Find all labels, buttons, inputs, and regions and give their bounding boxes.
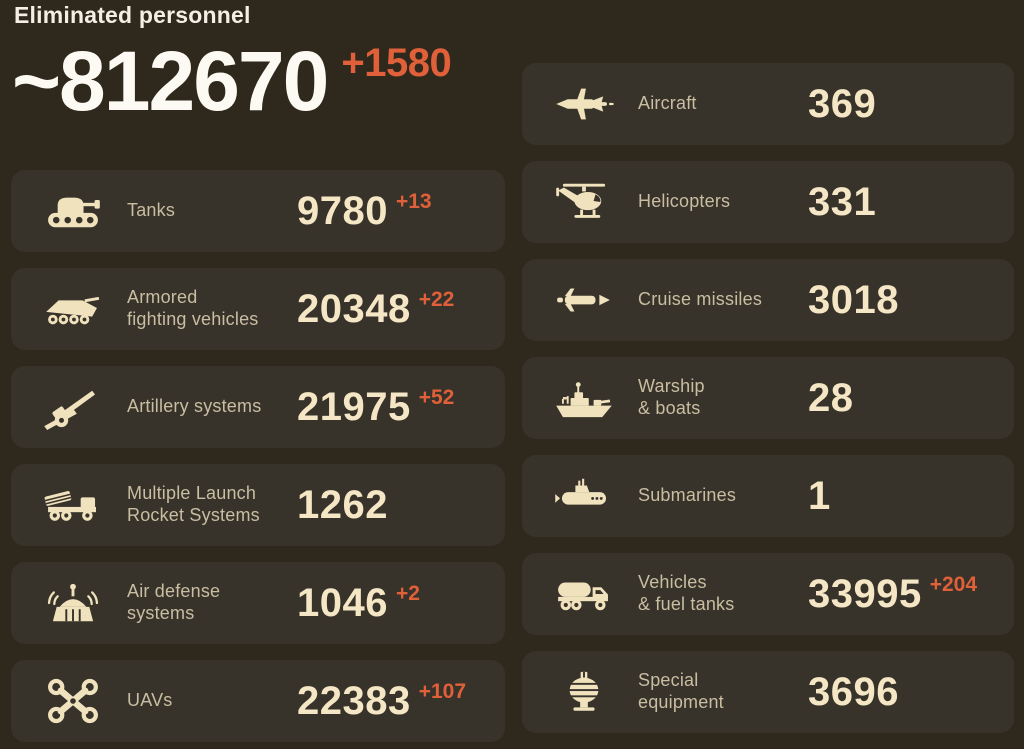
stat-value: 9780 bbox=[297, 189, 388, 233]
stat-value-row: 1262 bbox=[297, 485, 396, 525]
stat-delta: +22 bbox=[418, 288, 455, 311]
stat-delta: +204 bbox=[929, 573, 978, 596]
stat-value-row: 369 bbox=[808, 84, 884, 124]
total-delta: +1580 bbox=[341, 41, 452, 85]
stat-value: 20348 bbox=[297, 287, 411, 331]
stat-label: Warship & boats bbox=[638, 376, 705, 418]
stat-card-artillery: Artillery systems 21975 +52 bbox=[11, 366, 505, 448]
stat-card-armored-vehicles: Armored fighting vehicles 20348 +22 bbox=[11, 268, 505, 350]
stat-value: 3696 bbox=[808, 670, 899, 714]
stat-value-row: 3018 bbox=[808, 280, 907, 320]
stat-card-submarines: Submarines 1 bbox=[522, 455, 1014, 537]
artillery-icon bbox=[37, 384, 109, 430]
stat-label: UAVs bbox=[127, 690, 173, 711]
stat-label: Helicopters bbox=[638, 191, 731, 212]
stat-card-uavs: UAVs 22383 +107 bbox=[11, 660, 505, 742]
stat-label: Air defense systems bbox=[127, 581, 221, 623]
stat-value: 28 bbox=[808, 376, 854, 420]
aircraft-icon bbox=[548, 81, 620, 127]
stat-label: Aircraft bbox=[638, 93, 697, 114]
stat-card-warships: Warship & boats 28 bbox=[522, 357, 1014, 439]
stat-delta: +107 bbox=[418, 680, 467, 703]
stat-value: 1 bbox=[808, 474, 831, 518]
total-value: ~812670 bbox=[12, 34, 329, 128]
stat-value-row: 22383 +107 bbox=[297, 681, 466, 721]
stat-value-row: 9780 +13 bbox=[297, 191, 432, 231]
left-column: Tanks 9780 +13 Armored fighting vehicles… bbox=[11, 170, 505, 742]
stat-value-row: 331 bbox=[808, 182, 884, 222]
stat-value-row: 3696 bbox=[808, 672, 907, 712]
stat-value: 1046 bbox=[297, 581, 388, 625]
stat-value-row: 33995 +204 bbox=[808, 574, 977, 614]
stat-value: 1262 bbox=[297, 483, 388, 527]
stat-value: 3018 bbox=[808, 278, 899, 322]
stat-value: 21975 bbox=[297, 385, 411, 429]
page-title: Eliminated personnel bbox=[14, 2, 251, 28]
stat-delta: +52 bbox=[418, 386, 455, 409]
stat-value-row: 20348 +22 bbox=[297, 289, 454, 329]
stat-value: 22383 bbox=[297, 679, 411, 723]
stat-label: Vehicles & fuel tanks bbox=[638, 572, 735, 614]
special-equipment-icon bbox=[548, 669, 620, 715]
stat-card-tanks: Tanks 9780 +13 bbox=[11, 170, 505, 252]
stat-label: Armored fighting vehicles bbox=[127, 287, 259, 329]
stat-card-cruise-missiles: Cruise missiles 3018 bbox=[522, 259, 1014, 341]
total-row: ~812670 +1580 bbox=[12, 34, 452, 128]
stat-card-air-defense: Air defense systems 1046 +2 bbox=[11, 562, 505, 644]
stat-value-row: 28 bbox=[808, 378, 862, 418]
stat-label: Cruise missiles bbox=[638, 289, 763, 310]
stat-delta: +13 bbox=[395, 190, 432, 213]
stat-value-row: 1 bbox=[808, 476, 839, 516]
stat-card-mlrs: Multiple Launch Rocket Systems 1262 bbox=[11, 464, 505, 546]
stat-card-vehicles: Vehicles & fuel tanks 33995 +204 bbox=[522, 553, 1014, 635]
stat-value-row: 21975 +52 bbox=[297, 387, 454, 427]
stat-label: Tanks bbox=[127, 200, 176, 221]
uav-icon bbox=[37, 678, 109, 724]
air-defense-icon bbox=[37, 580, 109, 626]
submarine-icon bbox=[548, 473, 620, 519]
stat-label: Artillery systems bbox=[127, 396, 262, 417]
stat-delta: +2 bbox=[395, 582, 420, 605]
helicopter-icon bbox=[548, 179, 620, 225]
warship-icon bbox=[548, 375, 620, 421]
mlrs-icon bbox=[37, 482, 109, 528]
stat-card-aircraft: Aircraft 369 bbox=[522, 63, 1014, 145]
stat-label: Multiple Launch Rocket Systems bbox=[127, 483, 260, 525]
stat-value: 33995 bbox=[808, 572, 922, 616]
right-column: Aircraft 369 Helicopters 331 bbox=[522, 63, 1014, 733]
stat-label: Submarines bbox=[638, 485, 737, 506]
stat-value: 369 bbox=[808, 82, 877, 126]
armored-vehicle-icon bbox=[37, 286, 109, 332]
tank-icon bbox=[37, 188, 109, 234]
stat-card-helicopters: Helicopters 331 bbox=[522, 161, 1014, 243]
stat-label: Special equipment bbox=[638, 670, 724, 712]
vehicles-icon bbox=[548, 571, 620, 617]
stat-value: 331 bbox=[808, 180, 877, 224]
stat-value-row: 1046 +2 bbox=[297, 583, 420, 623]
stat-card-special-equipment: Special equipment 3696 bbox=[522, 651, 1014, 733]
header: Eliminated personnel ~812670 +1580 bbox=[12, 2, 452, 128]
cruise-missile-icon bbox=[548, 277, 620, 323]
